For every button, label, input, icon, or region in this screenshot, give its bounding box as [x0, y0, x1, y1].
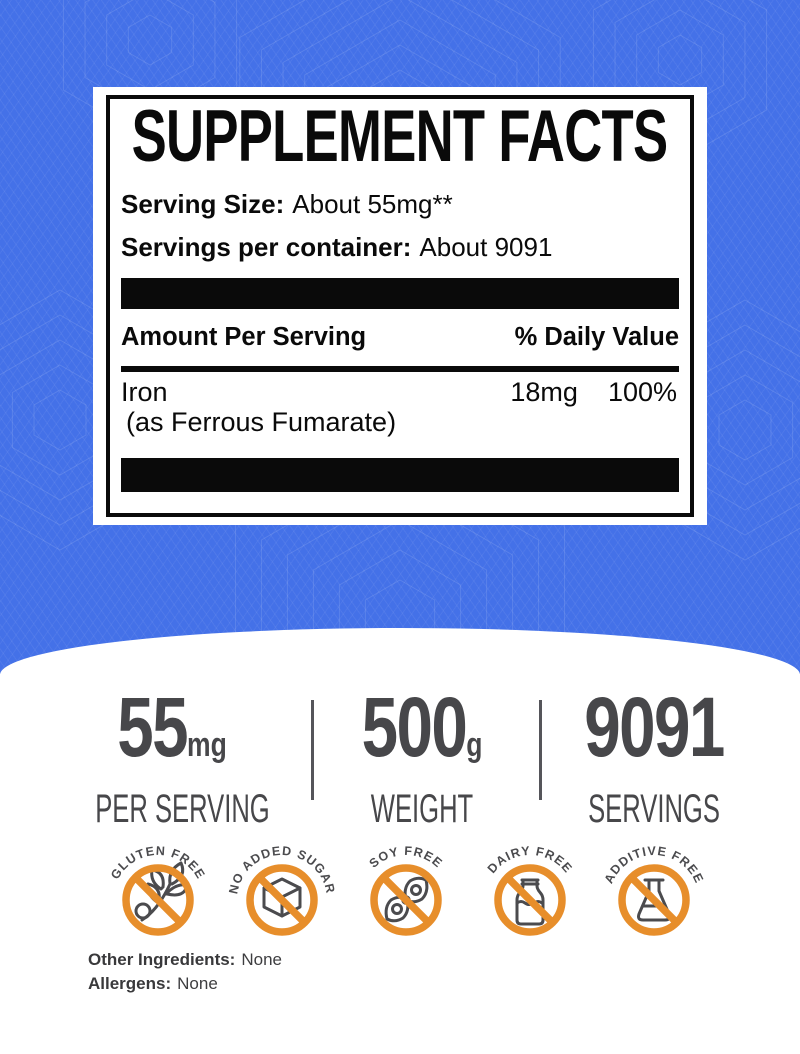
stat-weight-value: 500g: [328, 685, 515, 785]
gluten-free-badge: GLUTEN FREE: [108, 844, 208, 936]
facts-title: SUPPLEMENT FACTS: [132, 103, 668, 171]
nutrient-name: Iron (as Ferrous Fumarate): [121, 377, 510, 437]
stat-per-serving: 55mg PER SERVING: [52, 685, 292, 831]
header-rule: [121, 366, 679, 372]
servings-value: About 9091: [419, 232, 553, 262]
soy-free-badge: SOY FREE: [367, 844, 444, 936]
divider-bar-top: [121, 278, 679, 309]
allergens-line: Allergens: None: [88, 972, 282, 996]
stat-divider: [539, 700, 542, 800]
nutrient-row-iron: Iron (as Ferrous Fumarate) 18mg 100%: [121, 377, 679, 437]
facts-header-row: Amount Per Serving % Daily Value: [121, 321, 679, 354]
dairy-free-badge: DAIRY FREE: [485, 844, 574, 936]
supplement-facts-panel: SUPPLEMENT FACTS Serving Size: About 55mg…: [93, 87, 707, 525]
serving-size-line: Serving Size: About 55mg**: [121, 189, 679, 219]
stat-weight-label: WEIGHT: [370, 787, 474, 831]
stat-per-serving-label: PER SERVING: [95, 787, 270, 831]
stat-per-serving-number: 55: [117, 680, 188, 774]
no-added-sugar-badge: NO ADDED SUGAR: [226, 844, 337, 936]
stat-servings-number: 9091: [584, 680, 725, 774]
serving-size-label: Serving Size:: [121, 189, 285, 219]
divider-bar-bottom: [121, 458, 679, 492]
facts-border: SUPPLEMENT FACTS Serving Size: About 55mg…: [106, 95, 694, 517]
stat-divider: [311, 700, 314, 800]
servings-label: Servings per container:: [121, 232, 412, 262]
additive-free-badge: ADDITIVE FREE: [602, 844, 705, 936]
other-ingredients-value: None: [241, 950, 282, 969]
footer-notes: Other Ingredients: None Allergens: None: [88, 948, 282, 996]
stat-weight-number: 500: [361, 680, 468, 774]
facts-title-svg: SUPPLEMENT FACTS: [132, 103, 669, 171]
amount-per-serving-header: Amount Per Serving: [121, 323, 367, 351]
stat-per-serving-value: 55mg: [78, 685, 265, 785]
stat-per-serving-unit: mg: [186, 726, 227, 764]
serving-size-value: About 55mg**: [292, 189, 453, 219]
stat-weight-unit: g: [466, 726, 483, 764]
stat-weight: 500g WEIGHT: [302, 685, 542, 831]
nutrient-name-detail: (as Ferrous Fumarate): [126, 407, 397, 437]
stat-servings-label: SERVINGS: [588, 787, 720, 831]
gluten-free-label: GLUTEN FREE: [108, 844, 207, 882]
nutrient-daily-value: 100%: [607, 377, 677, 407]
stat-servings: 9091 SERVINGS: [534, 685, 774, 831]
allergens-value: None: [177, 974, 218, 993]
allergens-label: Allergens:: [88, 974, 172, 993]
servings-per-container-line: Servings per container: About 9091: [121, 232, 679, 262]
daily-value-header: % Daily Value: [514, 323, 679, 351]
stat-servings-value: 9091: [560, 685, 747, 785]
other-ingredients-line: Other Ingredients: None: [88, 948, 282, 972]
svg-text:GLUTEN FREE: GLUTEN FREE: [108, 844, 208, 882]
nutrient-amount: 18mg: [510, 377, 578, 407]
nutrient-name-main: Iron: [121, 377, 168, 407]
other-ingredients-label: Other Ingredients:: [88, 950, 236, 969]
